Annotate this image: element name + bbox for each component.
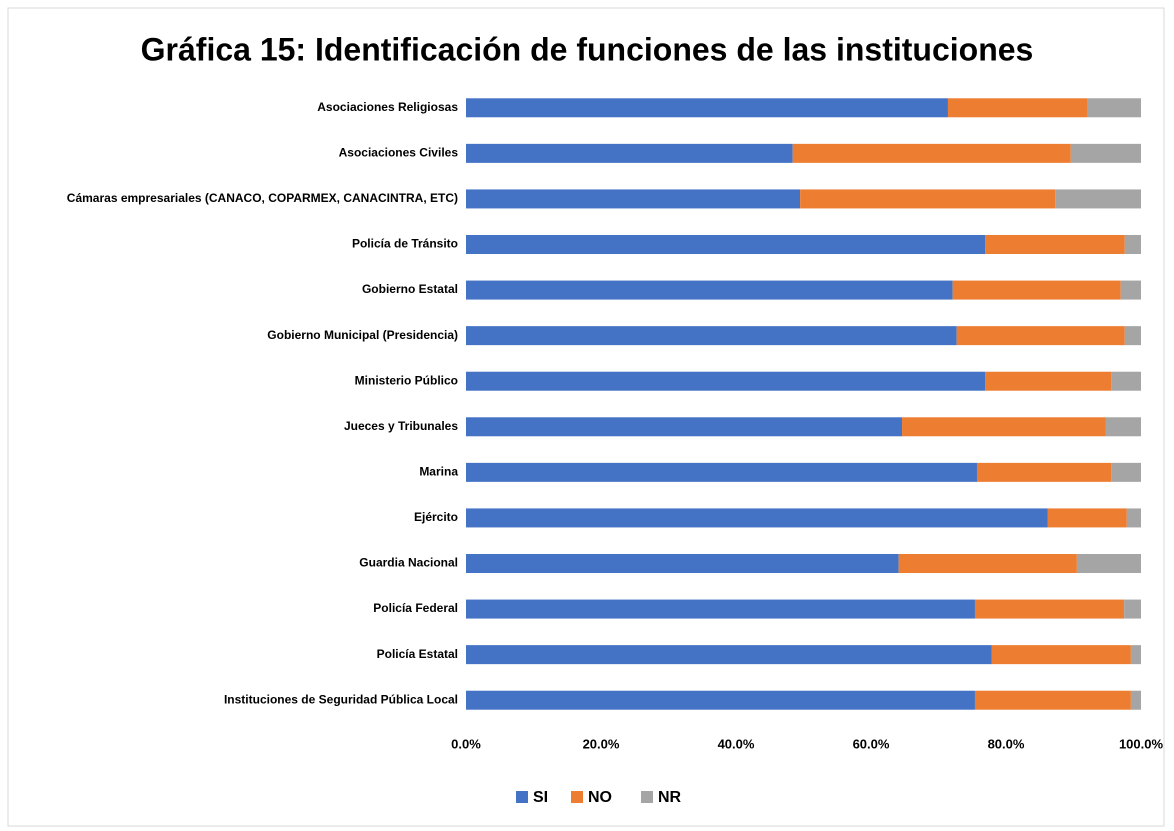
bar-segment	[466, 326, 957, 346]
y-tick-label: Asociaciones Civiles	[339, 146, 459, 160]
bar-segment	[974, 599, 1125, 619]
bar-segment	[1124, 235, 1141, 254]
legend-label: NR	[658, 789, 682, 806]
x-tick-label: 60.0%	[853, 736, 890, 751]
legend-label: NO	[588, 789, 612, 806]
bar-segment	[466, 235, 986, 254]
bar-segment	[466, 143, 793, 163]
bar-segment	[466, 508, 1048, 528]
bar-segment	[1124, 326, 1141, 346]
bar-segment	[1120, 280, 1141, 300]
y-tick-label: Guardia Nacional	[359, 556, 458, 570]
y-tick-label: Policía de Tránsito	[352, 237, 458, 251]
y-tick-label: Asociaciones Religiosas	[317, 100, 458, 114]
bar-segment	[1047, 508, 1127, 528]
bar-segment	[466, 371, 986, 391]
bar-segment	[985, 371, 1112, 391]
x-tick-label: 0.0%	[451, 736, 481, 751]
bar-segment	[1111, 462, 1141, 482]
bar-segment	[1055, 189, 1141, 209]
legend-label: SI	[533, 789, 548, 806]
bar-segment	[947, 98, 1087, 118]
bar-segment	[1124, 599, 1141, 619]
y-tick-label: Cámaras empresariales (CANACO, COPARMEX,…	[67, 191, 458, 205]
bar-segment	[985, 235, 1125, 254]
bar-segment	[466, 462, 977, 482]
bar-segment	[952, 280, 1121, 300]
bar-segment	[466, 280, 953, 300]
x-tick-label: 40.0%	[718, 736, 755, 751]
bar-segment	[466, 98, 948, 118]
bar-segment	[974, 690, 1131, 710]
y-tick-label: Instituciones de Seguridad Pública Local	[224, 692, 458, 706]
bar-segment	[1076, 554, 1141, 573]
bar-segment	[991, 645, 1131, 665]
y-tick-label: Marina	[419, 465, 458, 479]
y-tick-label: Gobierno Municipal (Presidencia)	[267, 328, 458, 342]
bar-segment	[1087, 98, 1141, 118]
x-tick-label: 100.0%	[1119, 736, 1164, 751]
bar-segment	[1105, 417, 1141, 437]
bar-segment	[902, 417, 1106, 437]
x-tick-label: 20.0%	[583, 736, 620, 751]
bar-segment	[956, 326, 1125, 346]
y-tick-label: Jueces y Tribunales	[344, 419, 458, 433]
bar-segment	[466, 645, 992, 665]
bar-segment	[466, 599, 975, 619]
legend-swatch	[516, 791, 528, 803]
y-tick-label: Policía Estatal	[377, 647, 458, 661]
bar-segment	[792, 143, 1071, 163]
legend-swatch	[571, 791, 583, 803]
bar-segment	[1126, 508, 1141, 528]
bar-segment	[1130, 645, 1141, 665]
bar-segment	[1111, 371, 1141, 391]
y-tick-label: Ministerio Público	[355, 373, 458, 387]
y-tick-label: Ejército	[414, 510, 458, 524]
bar-segment	[466, 554, 899, 573]
bar-segment	[466, 189, 801, 209]
bar-segment	[466, 417, 903, 437]
chart-title: Gráfica 15: Identificación de funciones …	[141, 31, 1034, 67]
y-tick-label: Policía Federal	[373, 601, 458, 615]
legend-swatch	[641, 791, 653, 803]
bar-segment	[898, 554, 1077, 573]
bar-segment	[1070, 143, 1141, 163]
bar-segment	[976, 462, 1112, 482]
y-tick-label: Gobierno Estatal	[362, 282, 458, 296]
bar-segment	[466, 690, 975, 710]
bar-segment	[800, 189, 1056, 209]
x-tick-label: 80.0%	[988, 736, 1025, 751]
bar-segment	[1130, 690, 1141, 710]
